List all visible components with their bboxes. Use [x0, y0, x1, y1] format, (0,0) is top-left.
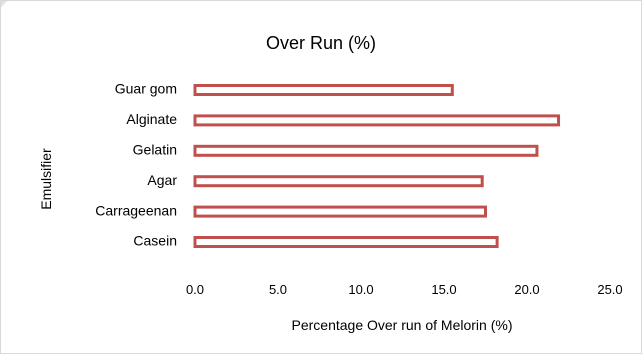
x-tick-label: 10.0: [348, 282, 373, 297]
bar-gelatin: [193, 144, 539, 157]
x-tick-label: 5.0: [269, 282, 287, 297]
bar-carrageenan: [193, 205, 487, 218]
y-tick-label: Casein: [133, 233, 177, 249]
y-tick-label: Carrageenan: [95, 202, 177, 218]
corner-fold-decoration: [0, 0, 14, 14]
x-tick-label: 0.0: [186, 282, 204, 297]
x-axis-label: Percentage Over run of Melorin (%): [292, 317, 513, 333]
y-tick-label: Agar: [147, 172, 177, 188]
chart-title: Over Run (%): [265, 33, 377, 53]
x-tick-label: 20.0: [514, 282, 539, 297]
y-axis-label: Emulsifier: [38, 148, 54, 210]
bar-agar: [193, 175, 484, 188]
y-tick-label: Alginate: [126, 111, 177, 127]
bar-guar-gom: [193, 84, 454, 96]
y-tick-label: Guar gom: [115, 81, 177, 97]
bar-casein: [193, 236, 499, 248]
x-tick-label: 15.0: [431, 282, 456, 297]
x-tick-label: 25.0: [597, 282, 622, 297]
bar-alginate: [193, 114, 561, 127]
y-tick-label: Gelatin: [133, 142, 177, 158]
